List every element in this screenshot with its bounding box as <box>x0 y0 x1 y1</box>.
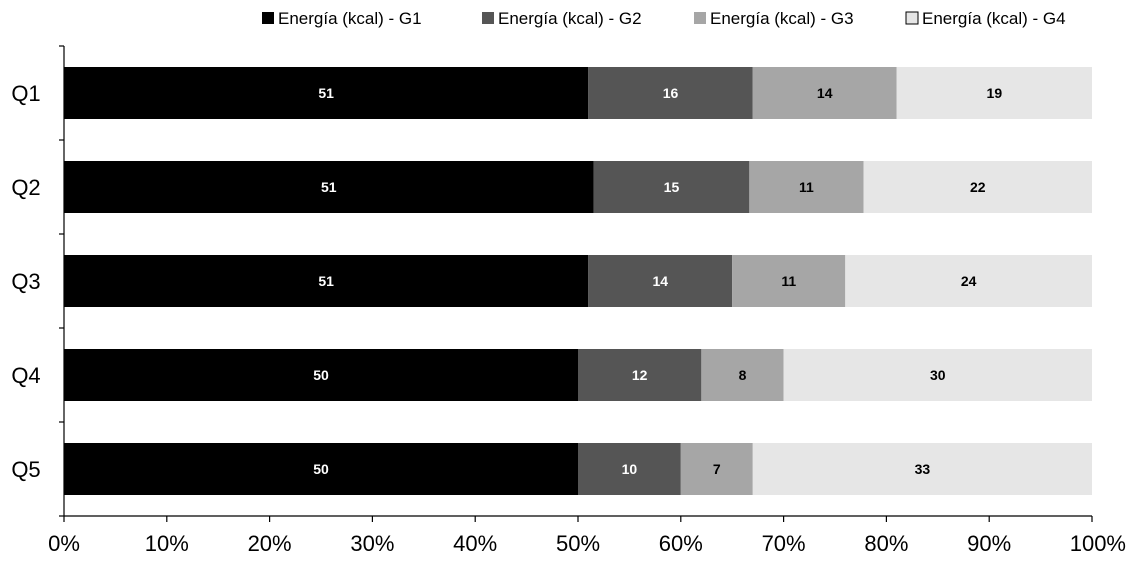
bar-segment-q3-g1 <box>64 255 589 307</box>
legend-label-g4: Energía (kcal) - G4 <box>922 9 1066 28</box>
data-label-q1-g1: 51 <box>318 85 334 101</box>
category-label-q5: Q5 <box>11 457 40 482</box>
x-tick-label: 100% <box>1070 531 1126 556</box>
legend-label-g1: Energía (kcal) - G1 <box>278 9 422 28</box>
bar-segment-q1-g3 <box>752 67 897 119</box>
legend-swatch-g1 <box>262 12 274 24</box>
x-tick-label: 20% <box>248 531 292 556</box>
bar-segment-q4-g3 <box>701 349 784 401</box>
legend-swatch-g4 <box>905 11 919 25</box>
bar-segment-q2-g4 <box>863 161 1092 213</box>
legend-swatch-g3 <box>694 12 706 24</box>
bar-segment-q5-g2 <box>578 443 681 495</box>
bar-segment-q5-g3 <box>680 443 753 495</box>
x-tick-label: 10% <box>145 531 189 556</box>
data-label-q2-g3: 11 <box>799 179 814 195</box>
bar-segment-q5-g4 <box>752 443 1092 495</box>
legend: Energía (kcal) - G1 Energía (kcal) - G2 En… <box>262 9 1066 28</box>
category-label-q3: Q3 <box>11 269 40 294</box>
data-label-q5-g3: 7 <box>713 461 721 477</box>
bar-segment-q5-g1 <box>64 443 578 495</box>
bar-segment-q1-g1 <box>64 67 589 119</box>
x-tick-label: 70% <box>762 531 806 556</box>
bars: 51 16 14 19 51 15 11 22 51 14 11 24 50 12 8 30 50 10 7 33 <box>64 67 1092 495</box>
data-label-q4-g3: 8 <box>739 367 747 383</box>
category-label-q2: Q2 <box>11 175 40 200</box>
data-label-q5-g2: 10 <box>622 461 638 477</box>
bar-segment-q2-g2 <box>593 161 750 213</box>
bar-segment-q2-g3 <box>749 161 864 213</box>
x-tick-label: 90% <box>967 531 1011 556</box>
data-label-q5-g1: 50 <box>313 461 329 477</box>
data-label-q2-g1: 51 <box>321 179 337 195</box>
data-label-q4-g1: 50 <box>313 367 329 383</box>
data-label-q1-g2: 16 <box>663 85 679 101</box>
data-label-q4-g4: 30 <box>930 367 946 383</box>
x-tick-label: 80% <box>864 531 908 556</box>
data-label-q3-g2: 14 <box>652 273 668 289</box>
x-tick-label: 60% <box>659 531 703 556</box>
legend-label-g2: Energía (kcal) - G2 <box>498 9 642 28</box>
bar-segment-q3-g4 <box>845 255 1092 307</box>
category-label-q1: Q1 <box>11 81 40 106</box>
legend-swatch-g2 <box>482 12 494 24</box>
axes: Q1 Q2 Q3 Q4 Q5 0% 10% 20% 30% 40% 50% 60% 70% 80% 90% 1… <box>11 45 1126 556</box>
data-label-q4-g2: 12 <box>632 367 648 383</box>
x-tick-label: 50% <box>556 531 600 556</box>
data-label-q1-g4: 19 <box>987 85 1003 101</box>
data-label-q3-g3: 11 <box>781 273 796 289</box>
bar-segment-q3-g3 <box>732 255 846 307</box>
data-label-q3-g4: 24 <box>961 273 977 289</box>
x-tick-label: 40% <box>453 531 497 556</box>
x-tick-label: 30% <box>350 531 394 556</box>
data-label-q1-g3: 14 <box>817 85 833 101</box>
data-label-q2-g2: 15 <box>664 179 680 195</box>
bar-segment-q4-g2 <box>578 349 702 401</box>
legend-label-g3: Energía (kcal) - G3 <box>710 9 854 28</box>
bar-segment-q4-g4 <box>783 349 1092 401</box>
category-label-q4: Q4 <box>11 363 40 388</box>
data-label-q3-g1: 51 <box>318 273 334 289</box>
bar-segment-q2-g1 <box>64 161 594 213</box>
x-tick-label: 0% <box>48 531 80 556</box>
bar-segment-q1-g2 <box>588 67 753 119</box>
bar-segment-q3-g2 <box>588 255 733 307</box>
data-label-q2-g4: 22 <box>970 179 986 195</box>
data-label-q5-g4: 33 <box>915 461 931 477</box>
bar-segment-q4-g1 <box>64 349 578 401</box>
bar-segment-q1-g4 <box>896 67 1092 119</box>
